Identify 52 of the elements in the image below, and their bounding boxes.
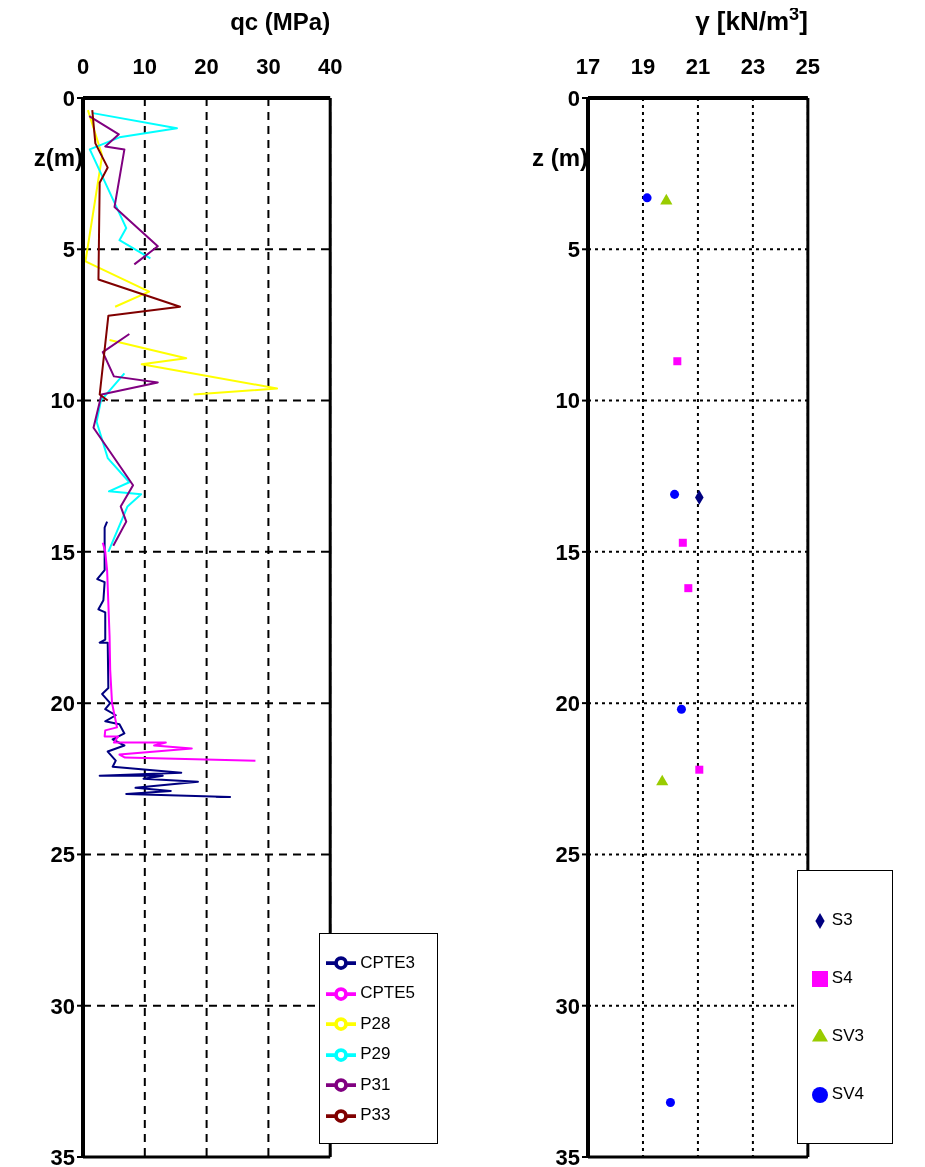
x-tick-label: 30 xyxy=(256,54,281,79)
legend-label: S4 xyxy=(831,968,853,987)
y-tick-label: 10 xyxy=(555,388,580,414)
line-series xyxy=(101,541,257,762)
y-axis-title: z (m) xyxy=(532,144,588,171)
x-tick-label: 25 xyxy=(795,54,821,79)
x-tick-label: 20 xyxy=(194,54,219,79)
legend-label: P29 xyxy=(360,1044,391,1064)
y-tick-label: 20 xyxy=(555,690,580,716)
legend-label: CPTE3 xyxy=(360,952,415,972)
y-tick-label: 0 xyxy=(62,85,75,111)
point xyxy=(642,193,652,203)
y-tick-label: 25 xyxy=(555,842,580,868)
x-tick-label: 21 xyxy=(685,54,711,79)
y-tick-label: 10 xyxy=(50,388,75,414)
x-tick-label: 23 xyxy=(740,54,766,79)
legend-label: P31 xyxy=(360,1074,391,1094)
legend-label: P33 xyxy=(360,1105,391,1125)
point xyxy=(665,1098,675,1108)
x-axis-title: qc (MPa) xyxy=(230,8,331,35)
y-tick-label: 30 xyxy=(50,993,75,1019)
y-tick-label: 35 xyxy=(50,1144,75,1167)
y-tick-label: 5 xyxy=(62,237,75,263)
line-series xyxy=(96,520,232,798)
line-series xyxy=(91,109,182,402)
y-axis-title: z(m) xyxy=(33,144,83,171)
x-axis-title: γ [kN/m$^{3}$] xyxy=(695,4,808,36)
x-tick-label: 17 xyxy=(575,54,601,79)
y-tick-label: 25 xyxy=(50,842,75,868)
y-tick-label: 0 xyxy=(567,85,580,111)
x-tick-label: 40 xyxy=(317,54,343,79)
point xyxy=(684,584,693,593)
point xyxy=(676,704,686,714)
point xyxy=(660,193,673,205)
y-tick-label: 35 xyxy=(555,1144,580,1167)
y-tick-label: 30 xyxy=(555,993,580,1019)
point xyxy=(695,765,704,774)
legend-label: S3 xyxy=(831,910,853,929)
legend-label: P28 xyxy=(360,1013,391,1033)
legend-label: SV3 xyxy=(831,1026,864,1045)
x-tick-label: 19 xyxy=(630,54,656,79)
legend-label: SV4 xyxy=(831,1084,864,1103)
point xyxy=(678,538,687,547)
legend-label: CPTE5 xyxy=(360,983,415,1003)
y-tick-label: 20 xyxy=(50,690,75,716)
point xyxy=(673,357,682,366)
point xyxy=(656,774,669,786)
y-tick-label: 15 xyxy=(555,539,580,565)
x-tick-label: 10 xyxy=(132,54,158,79)
y-tick-label: 5 xyxy=(567,237,580,263)
y-tick-label: 15 xyxy=(50,539,75,565)
point xyxy=(670,489,680,499)
